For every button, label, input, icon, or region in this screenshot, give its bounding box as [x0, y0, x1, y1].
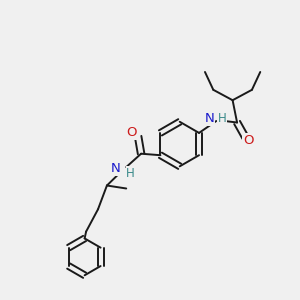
Text: N: N	[111, 162, 121, 176]
Text: H: H	[126, 167, 135, 179]
Text: H: H	[218, 112, 226, 125]
Text: O: O	[243, 134, 254, 147]
Text: O: O	[126, 126, 137, 140]
Text: N: N	[205, 112, 214, 125]
